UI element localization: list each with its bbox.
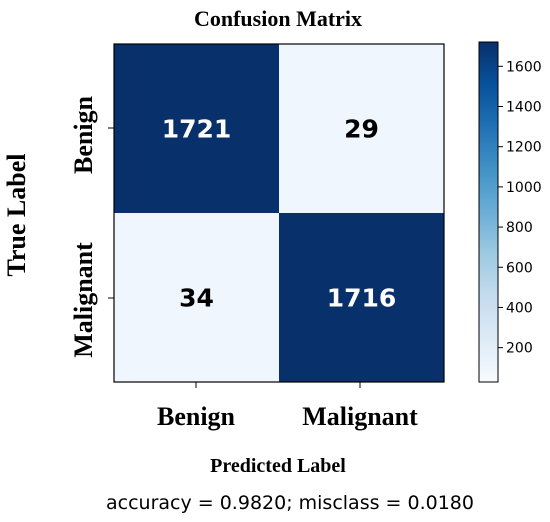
- colorbar-tick-label: 200: [506, 341, 533, 357]
- colorbar-tick-label: 800: [506, 220, 533, 236]
- matrix-cell-benign-malignant: [279, 44, 444, 213]
- colorbar-tick-label: 1200: [506, 140, 542, 156]
- y-tick-label-benign: Benign: [69, 95, 98, 174]
- y-axis-label: True Label: [2, 153, 31, 276]
- matrix-cell-malignant-benign: [114, 213, 279, 382]
- matrix-cell-malignant-malignant: [279, 213, 444, 382]
- x-axis-label: Predicted Label: [210, 455, 346, 477]
- matrix-cells: 1721 29 34 1716: [114, 44, 444, 382]
- matrix-cell-benign-benign: [114, 44, 279, 213]
- chart-title: Confusion Matrix: [194, 6, 362, 31]
- cell-value-label: 34: [179, 284, 214, 313]
- y-tick-label-malignant: Malignant: [69, 242, 98, 358]
- cell-value-label: 1716: [327, 284, 397, 313]
- colorbar: [478, 41, 499, 383]
- matrix-frame: [113, 43, 445, 383]
- colorbar-ticks: 200 400 600 800 1000 1200 1400 1600: [498, 59, 542, 357]
- x-tick-label-malignant: Malignant: [302, 402, 418, 431]
- colorbar-tick-label: 1000: [506, 180, 542, 196]
- colorbar-tick-label: 1400: [506, 100, 542, 116]
- cell-value-label: 29: [344, 115, 379, 144]
- x-tick-label-benign: Benign: [157, 402, 236, 431]
- cell-value-label: 1721: [162, 115, 232, 144]
- accuracy-footer: accuracy = 0.9820; misclass = 0.0180: [106, 492, 474, 514]
- colorbar-tick-label: 400: [506, 300, 533, 316]
- colorbar-tick-label: 1600: [506, 59, 542, 75]
- colorbar-tick-label: 600: [506, 260, 533, 276]
